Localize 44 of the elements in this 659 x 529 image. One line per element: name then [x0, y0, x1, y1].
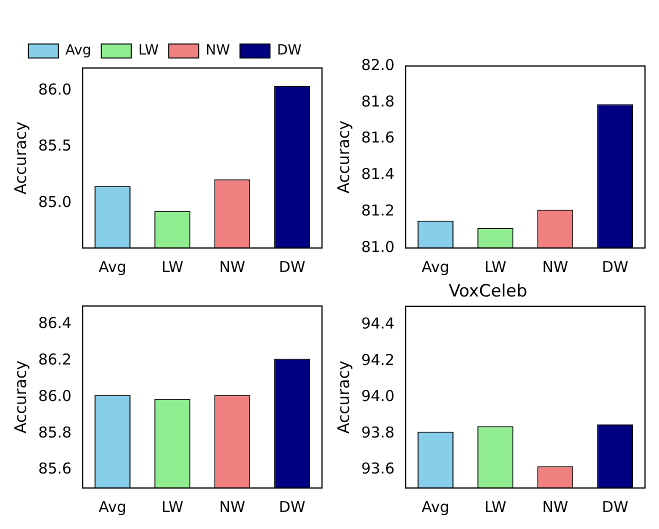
y-tick-label: 86.0 — [38, 80, 72, 98]
y-tick-label: 93.6 — [361, 460, 395, 478]
x-tick-label: Avg — [98, 258, 126, 276]
x-tick-label: NW — [542, 498, 568, 516]
y-tick-label: 86.4 — [38, 314, 72, 332]
y-tick-label: 85.6 — [38, 460, 72, 478]
x-tick-label: Avg — [422, 498, 450, 516]
x-tick-label: Avg — [422, 258, 450, 276]
x-tick-label: LW — [484, 258, 506, 276]
y-axis-title: Accuracy — [334, 120, 353, 194]
y-tick-label: 85.5 — [38, 136, 72, 155]
x-tick-label: DW — [278, 258, 306, 276]
chart-title: VoxCeleb — [448, 282, 528, 302]
y-axis-title: Accuracy — [334, 360, 353, 434]
x-tick-label: Avg — [98, 498, 126, 516]
y-tick-label: 94.4 — [361, 314, 395, 332]
y-axis-title: Accuracy — [10, 360, 30, 434]
legend-label: DW — [276, 42, 302, 59]
y-tick-label: 86.2 — [38, 350, 72, 368]
y-tick-label: 81.6 — [361, 128, 395, 147]
legend-label: LW — [138, 42, 159, 59]
y-tick-label: 81.0 — [361, 238, 395, 256]
x-tick-label: LW — [484, 498, 506, 516]
y-tick-label: 81.4 — [361, 165, 395, 184]
legend-label: Avg — [65, 42, 92, 59]
y-tick-label: 94.2 — [361, 350, 395, 369]
x-tick-label: LW — [161, 498, 184, 516]
x-tick-label: NW — [219, 498, 246, 516]
y-axis-title: Accuracy — [10, 121, 30, 195]
y-tick-label: 94.0 — [361, 387, 395, 406]
x-tick-label: NW — [542, 258, 568, 276]
y-tick-label: 81.2 — [361, 201, 395, 220]
y-tick-label: 93.8 — [361, 423, 395, 442]
x-tick-label: DW — [602, 498, 628, 516]
y-tick-label: 85.8 — [38, 423, 72, 442]
x-tick-label: LW — [161, 258, 184, 276]
y-tick-label: 85.0 — [38, 192, 72, 211]
x-tick-label: DW — [278, 498, 306, 516]
y-tick-label: 86.0 — [38, 386, 72, 405]
legend-label: NW — [206, 42, 230, 59]
y-tick-label: 81.8 — [361, 92, 395, 110]
x-tick-label: NW — [219, 258, 246, 276]
y-tick-label: 82.0 — [361, 56, 395, 74]
x-tick-label: DW — [602, 258, 628, 276]
